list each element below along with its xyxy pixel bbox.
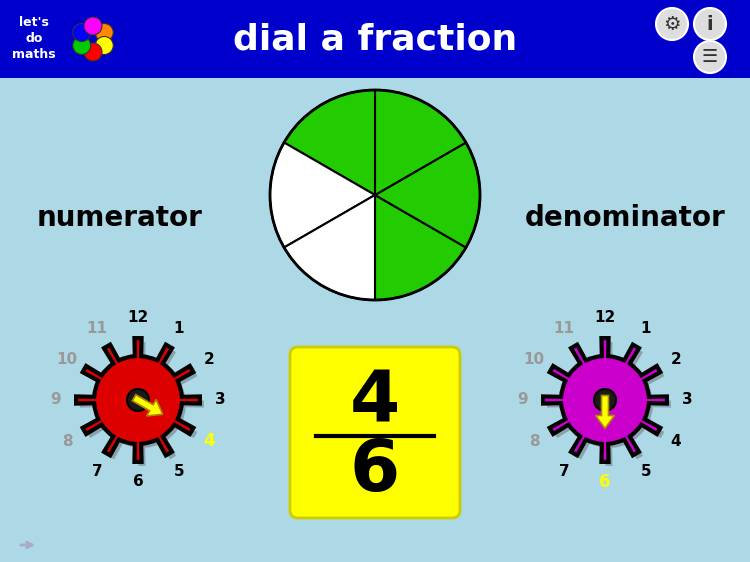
- Text: ⚙: ⚙: [663, 15, 681, 34]
- Text: denominator: denominator: [525, 204, 725, 232]
- Text: 5: 5: [174, 464, 184, 478]
- Wedge shape: [284, 195, 375, 300]
- Text: 9: 9: [518, 392, 528, 407]
- Text: 1: 1: [174, 321, 184, 337]
- Text: 3: 3: [214, 392, 225, 407]
- Circle shape: [694, 8, 726, 40]
- Text: 4: 4: [670, 433, 681, 448]
- Text: 1: 1: [640, 321, 651, 337]
- Polygon shape: [543, 338, 667, 462]
- Text: 6: 6: [350, 437, 400, 506]
- Text: 4: 4: [350, 367, 400, 436]
- Text: 12: 12: [128, 310, 148, 325]
- Text: 8: 8: [529, 433, 539, 448]
- Text: numerator: numerator: [37, 204, 203, 232]
- Text: 10: 10: [56, 351, 77, 366]
- Text: 7: 7: [559, 464, 569, 478]
- Text: 4: 4: [203, 432, 214, 450]
- Wedge shape: [375, 143, 480, 247]
- Text: 8: 8: [62, 433, 72, 448]
- Circle shape: [73, 24, 91, 42]
- Text: 6: 6: [599, 473, 610, 491]
- Text: ☰: ☰: [702, 48, 718, 66]
- Text: 9: 9: [51, 392, 62, 407]
- Circle shape: [594, 389, 616, 411]
- Wedge shape: [270, 143, 375, 247]
- Text: 10: 10: [524, 351, 544, 366]
- Polygon shape: [80, 342, 204, 466]
- Bar: [0, 0, 750, 78]
- FancyBboxPatch shape: [290, 347, 460, 518]
- Circle shape: [84, 17, 102, 35]
- FancyArrow shape: [596, 396, 614, 428]
- Text: dial a fraction: dial a fraction: [232, 22, 518, 56]
- FancyArrow shape: [132, 395, 163, 416]
- Circle shape: [95, 37, 113, 55]
- Circle shape: [73, 37, 91, 55]
- Wedge shape: [284, 90, 375, 195]
- Circle shape: [84, 43, 102, 61]
- Polygon shape: [76, 338, 200, 462]
- Text: 5: 5: [640, 464, 651, 478]
- Text: 2: 2: [670, 351, 682, 366]
- Circle shape: [656, 8, 688, 40]
- Circle shape: [694, 41, 726, 73]
- Text: let's
do
maths: let's do maths: [12, 16, 56, 61]
- Wedge shape: [375, 90, 466, 195]
- Polygon shape: [547, 342, 671, 466]
- Text: 6: 6: [133, 474, 143, 490]
- Circle shape: [127, 389, 149, 411]
- Text: 2: 2: [204, 351, 214, 366]
- Text: 3: 3: [682, 392, 692, 407]
- Wedge shape: [375, 195, 466, 300]
- Circle shape: [95, 24, 113, 42]
- Text: 12: 12: [594, 310, 616, 325]
- Text: i: i: [706, 15, 713, 34]
- Text: 11: 11: [86, 321, 107, 337]
- Text: 11: 11: [554, 321, 574, 337]
- Text: 7: 7: [92, 464, 102, 478]
